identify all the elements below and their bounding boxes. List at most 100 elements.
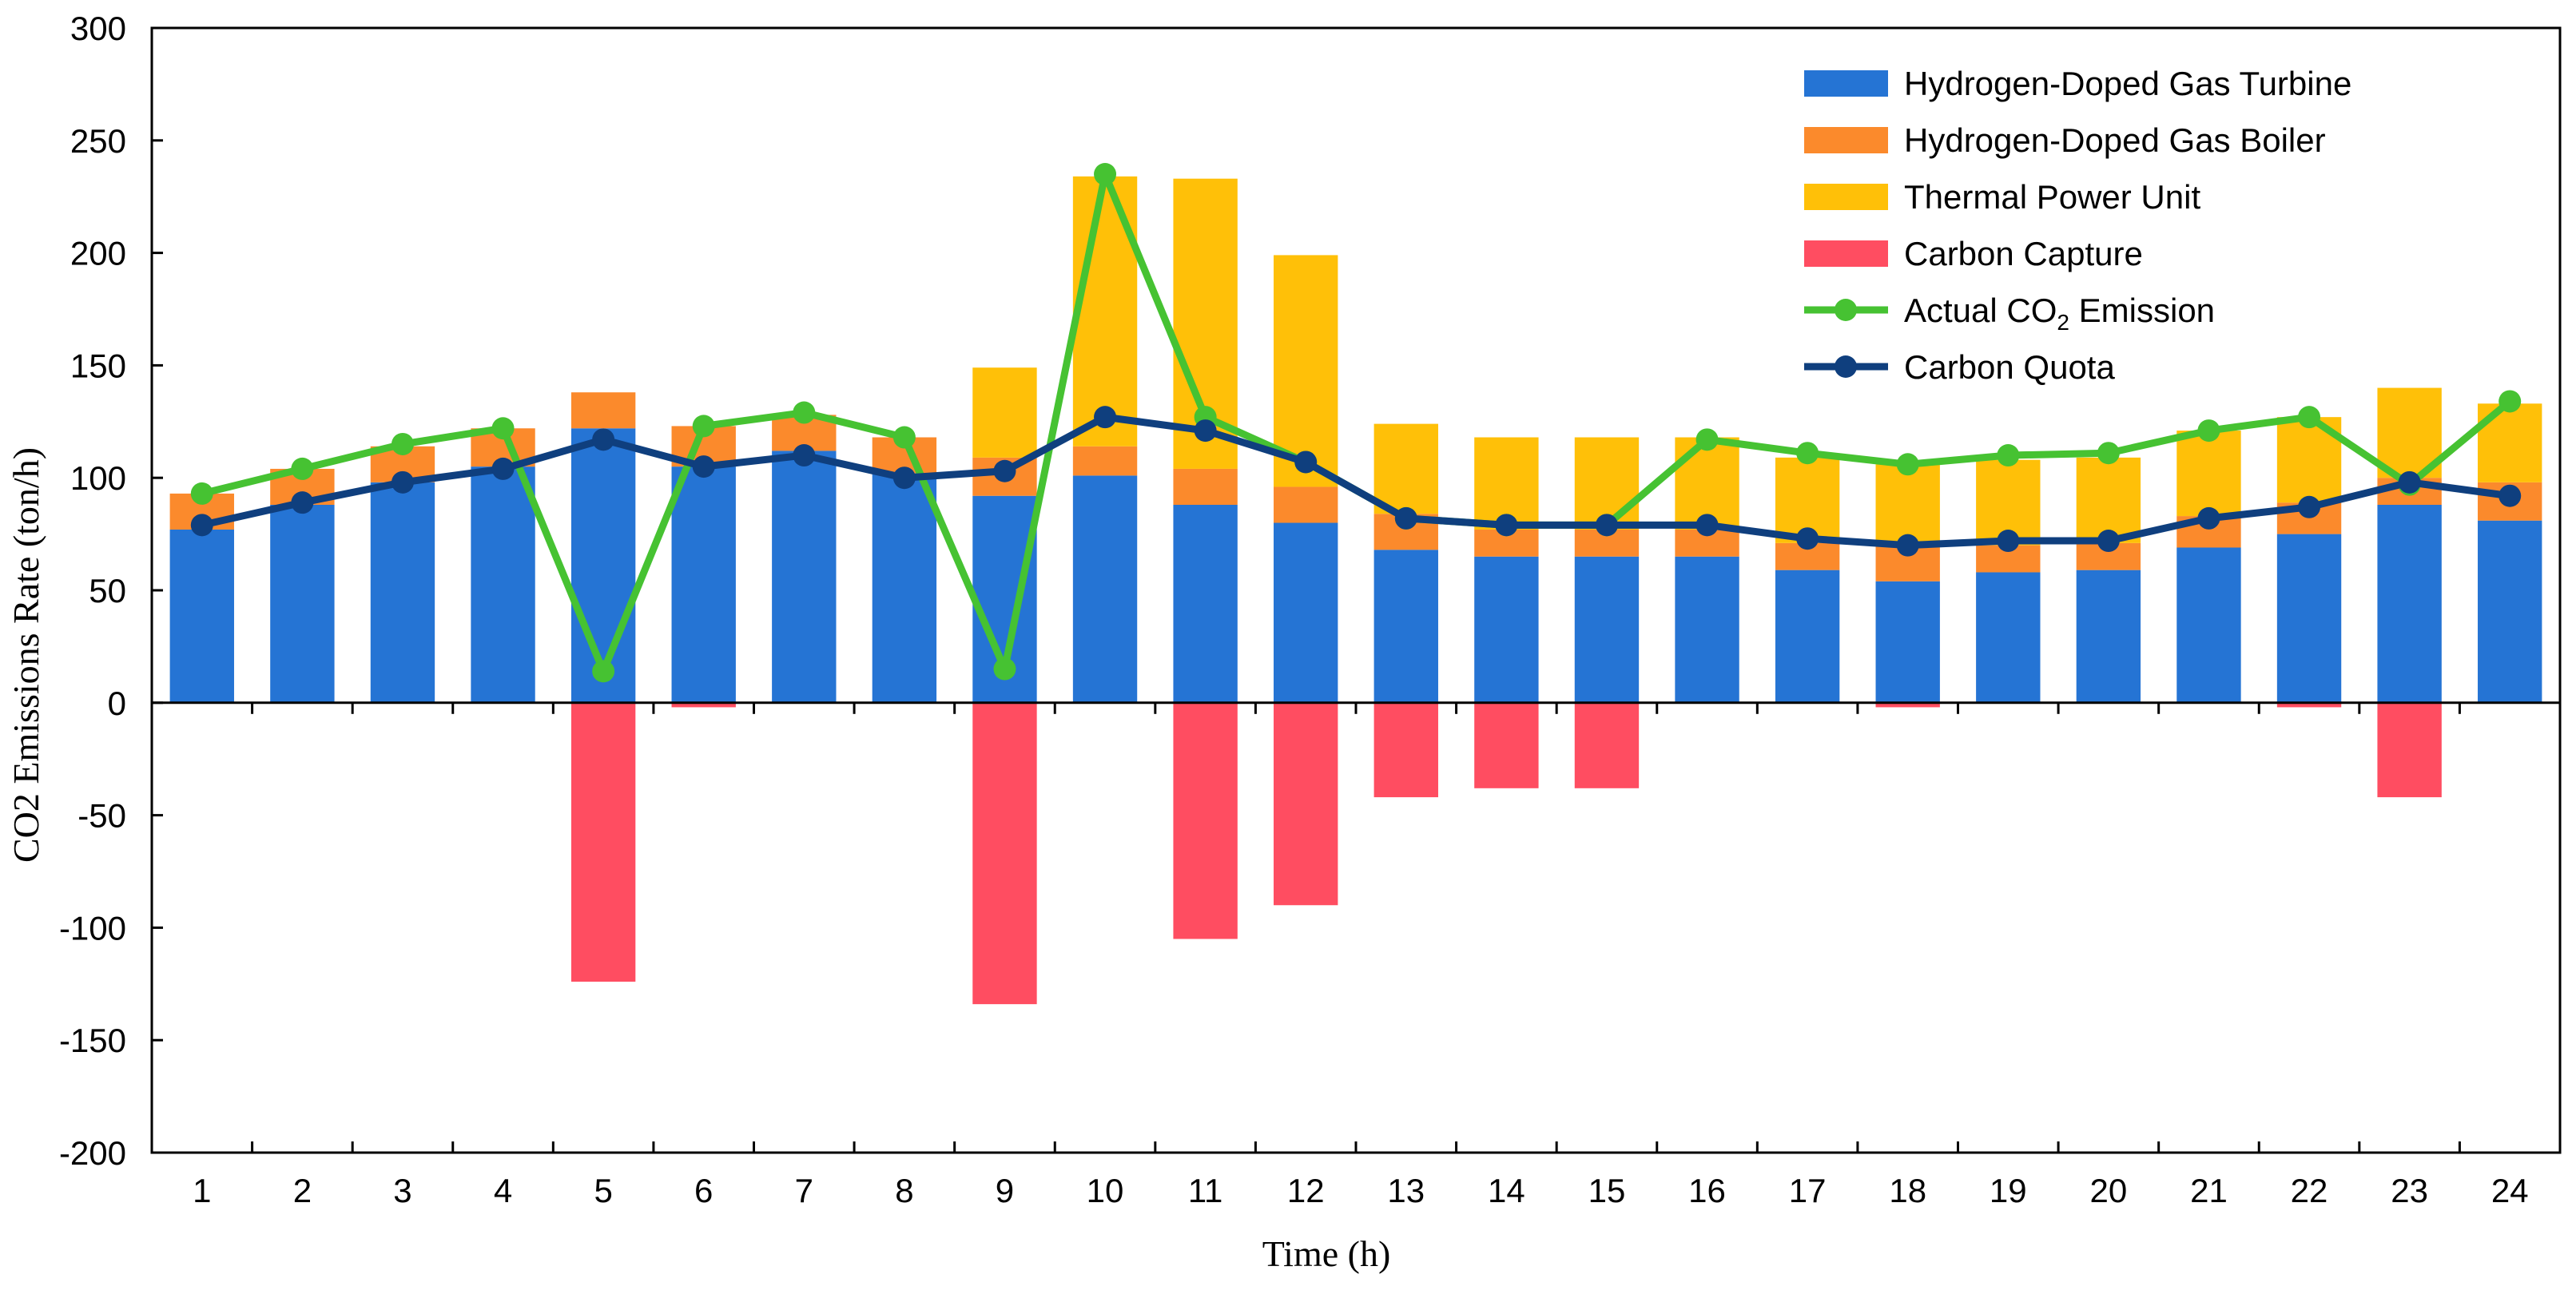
- line-actual-co2-emission: [201, 170, 2513, 675]
- x-tick-label-23: 23: [2391, 1172, 2428, 1209]
- bar-carbon-capture-13: [1373, 702, 1438, 798]
- x-tick-label-11: 11: [1188, 1172, 1223, 1209]
- bar-hydrogen-doped-gas-turbine-24: [2478, 520, 2542, 703]
- x-tick-label-17: 17: [1789, 1172, 1827, 1209]
- bar-hydrogen-doped-gas-turbine-22: [2276, 534, 2342, 703]
- legend-label-hydrogen-doped-gas-boiler: Hydrogen-Doped Gas Boiler: [1904, 121, 2326, 159]
- point-carbon-quota-23: [2398, 470, 2421, 494]
- point-carbon-quota-15: [1595, 514, 1618, 537]
- point-carbon-quota-12: [1294, 451, 1318, 474]
- x-tick-label-22: 22: [2291, 1172, 2328, 1209]
- x-tick-label-15: 15: [1588, 1172, 1626, 1209]
- x-tick-label-24: 24: [2491, 1172, 2529, 1209]
- x-tick-label-9: 9: [996, 1172, 1014, 1209]
- bar-hydrogen-doped-gas-turbine-12: [1274, 522, 1338, 703]
- x-tick-label-4: 4: [494, 1172, 512, 1209]
- bar-hydrogen-doped-gas-boiler-10: [1072, 446, 1138, 476]
- point-carbon-quota-13: [1394, 506, 1417, 530]
- point-actual-co2-emission-1: [190, 482, 213, 505]
- point-carbon-quota-24: [2498, 484, 2522, 507]
- legend-label-thermal-power-unit: Thermal Power Unit: [1904, 178, 2200, 216]
- bar-hydrogen-doped-gas-turbine-15: [1574, 556, 1640, 703]
- legend-label-text: Carbon Capture: [1904, 235, 2143, 272]
- x-tick-label-14: 14: [1488, 1172, 1525, 1209]
- x-axis-title: Time (h): [1262, 1233, 1391, 1274]
- bar-hydrogen-doped-gas-turbine-3: [370, 482, 435, 703]
- bar-hydrogen-doped-gas-turbine-19: [1976, 572, 2041, 703]
- point-actual-co2-emission-22: [2298, 406, 2321, 429]
- legend-label-text: Carbon Quota: [1904, 348, 2115, 386]
- legend-swatch-carbon-capture: [1804, 240, 1888, 267]
- point-carbon-quota-6: [692, 455, 715, 478]
- point-actual-co2-emission-20: [2097, 442, 2120, 465]
- point-carbon-quota-4: [491, 457, 515, 480]
- bar-hydrogen-doped-gas-turbine-5: [570, 428, 636, 703]
- bar-thermal-power-unit-18: [1875, 464, 1940, 546]
- bar-hydrogen-doped-gas-turbine-8: [872, 473, 937, 703]
- bar-hydrogen-doped-gas-boiler-12: [1274, 486, 1338, 523]
- bar-carbon-capture-5: [570, 702, 636, 982]
- y-tick-label-300: 300: [70, 10, 126, 47]
- point-actual-co2-emission-2: [291, 457, 314, 480]
- lines-layer: [190, 163, 2522, 683]
- bar-hydrogen-doped-gas-turbine-23: [2377, 504, 2442, 703]
- point-carbon-quota-22: [2298, 495, 2321, 518]
- legend-label-carbon-quota: Carbon Quota: [1904, 348, 2115, 386]
- bar-hydrogen-doped-gas-turbine-11: [1173, 504, 1238, 703]
- legend: Hydrogen-Doped Gas Turbine Hydrogen-Doped…: [1804, 65, 2351, 386]
- point-actual-co2-emission-19: [1997, 444, 2020, 467]
- legend-label-suffix: Emission: [2069, 292, 2215, 329]
- y-tick-label-100: 100: [70, 459, 126, 497]
- point-actual-co2-emission-21: [2197, 419, 2220, 443]
- legend-label-subscript: 2: [2057, 310, 2069, 335]
- point-carbon-quota-21: [2197, 506, 2220, 530]
- legend-label-text: Hydrogen-Doped Gas Turbine: [1904, 65, 2351, 102]
- y-tick-label-50: 50: [89, 572, 126, 609]
- bar-thermal-power-unit-20: [2076, 457, 2141, 543]
- legend-label-text: Actual CO: [1904, 292, 2057, 329]
- bar-hydrogen-doped-gas-turbine-13: [1373, 550, 1438, 703]
- point-carbon-quota-9: [993, 459, 1016, 482]
- bar-hydrogen-doped-gas-boiler-5: [570, 392, 636, 429]
- legend-label-carbon-capture: Carbon Capture: [1904, 235, 2143, 272]
- y-tick-label--150: -150: [59, 1022, 126, 1059]
- bar-hydrogen-doped-gas-turbine-1: [169, 529, 234, 703]
- point-carbon-quota-16: [1695, 514, 1719, 537]
- point-actual-co2-emission-24: [2498, 390, 2522, 413]
- point-carbon-quota-5: [592, 428, 615, 451]
- point-actual-co2-emission-7: [793, 401, 816, 424]
- point-carbon-quota-7: [793, 444, 816, 467]
- bar-carbon-capture-18: [1875, 702, 1940, 708]
- bar-hydrogen-doped-gas-turbine-7: [772, 451, 837, 703]
- point-actual-co2-emission-17: [1796, 442, 1819, 465]
- point-carbon-quota-8: [892, 466, 916, 490]
- point-actual-co2-emission-4: [491, 417, 515, 440]
- legend-label-actual-co: Actual CO2 Emission: [1904, 292, 2215, 335]
- bar-hydrogen-doped-gas-turbine-20: [2076, 570, 2141, 703]
- point-carbon-quota-1: [190, 514, 213, 537]
- point-carbon-quota-19: [1997, 530, 2020, 553]
- point-carbon-quota-18: [1896, 534, 1919, 557]
- y-tick-label-250: 250: [70, 122, 126, 160]
- point-carbon-quota-2: [291, 491, 314, 514]
- point-actual-co2-emission-5: [592, 660, 615, 683]
- x-tick-label-10: 10: [1087, 1172, 1124, 1209]
- bar-carbon-capture-15: [1574, 702, 1640, 788]
- y-tick-label--200: -200: [59, 1134, 126, 1172]
- bar-hydrogen-doped-gas-turbine-21: [2176, 547, 2241, 703]
- line-carbon-quota: [201, 413, 2510, 550]
- bar-hydrogen-doped-gas-turbine-14: [1474, 556, 1539, 703]
- legend-swatch-hydrogen-doped-gas-boiler: [1804, 127, 1888, 153]
- bar-carbon-capture-11: [1173, 702, 1238, 939]
- bar-hydrogen-doped-gas-boiler-11: [1173, 468, 1238, 505]
- legend-swatch-thermal-power-unit: [1804, 184, 1888, 210]
- bar-thermal-power-unit-21: [2176, 431, 2241, 517]
- x-tick-label-20: 20: [2090, 1172, 2128, 1209]
- bar-carbon-capture-12: [1274, 702, 1338, 906]
- point-carbon-quota-17: [1796, 527, 1819, 550]
- x-tick-label-8: 8: [895, 1172, 913, 1209]
- bar-carbon-capture-23: [2377, 702, 2442, 798]
